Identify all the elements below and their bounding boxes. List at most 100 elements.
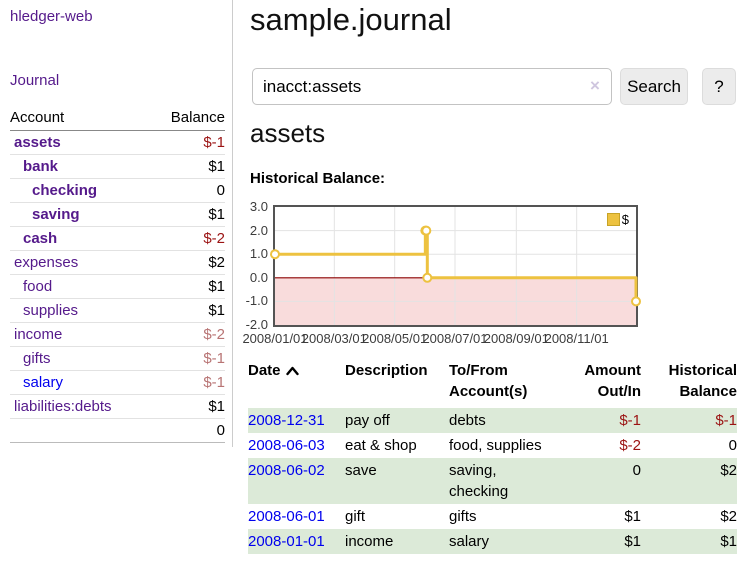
account-balance: $1 [150,274,225,299]
x-axis-tick-label: 2008/07/01 [422,331,488,346]
transaction-date-link[interactable]: 2008-01-01 [248,533,325,550]
account-balance: $-1 [150,370,225,395]
x-axis-tick-label: 2008/01/01 [242,331,308,346]
y-axis-tick-label: -2.0 [245,317,268,332]
search-button[interactable]: Search [620,68,688,105]
accounts-header-balance: Balance [150,106,225,131]
transaction-row: 2008-06-02 save saving, checking 0 $2 [248,458,737,504]
account-row: food $1 [10,274,225,299]
x-axis-tick-label: 2008/11/01 [544,331,609,346]
transaction-accounts: salary [449,533,490,550]
account-row: saving $1 [10,202,225,227]
register-header-amount: Amount Out/In [584,362,641,400]
clear-search-icon[interactable]: × [590,76,600,95]
account-balance: $-1 [150,130,225,155]
transaction-accounts: debts [449,412,486,429]
account-link-checking[interactable]: checking [32,181,98,199]
account-row: supplies $1 [10,298,225,323]
search-input[interactable] [252,68,612,105]
account-link-bank[interactable]: bank [23,157,59,175]
transaction-accounts: saving, checking [449,462,509,500]
y-axis-tick-label: -1.0 [245,293,268,309]
date-header-label: Date [248,362,281,379]
account-row: assets $-1 [10,130,225,155]
transaction-row: 2008-01-01 income salary $1 $1 [248,529,737,554]
transaction-description: pay off [345,412,390,429]
account-heading: assets [250,118,326,148]
x-axis-tick-label: 2008/09/01 [483,331,549,346]
chart-plot-area: $ [270,205,641,327]
transaction-balance: $1 [720,533,737,550]
account-link-liabilities-debts[interactable]: liabilities:debts [14,397,112,415]
account-balance: $1 [150,154,225,179]
transaction-date-link[interactable]: 2008-06-02 [248,462,325,479]
account-link-cash[interactable]: cash [23,229,58,247]
transaction-row: 2008-12-31 pay off debts $-1 $-1 [248,408,737,433]
account-row: income $-2 [10,322,225,347]
register-table: Date Description To/From Account(s) Amou… [248,360,737,554]
legend-label: $ [621,212,629,227]
transaction-date-link[interactable]: 2008-12-31 [248,412,325,429]
chart-legend: $ [604,211,631,228]
transaction-balance: $-1 [715,412,737,429]
transaction-accounts: gifts [449,508,477,525]
register-header-description: Description [345,362,428,379]
x-axis-tick-label: 2008/05/01 [362,331,428,346]
accounts-total-row: 0 [10,417,225,443]
transaction-row: 2008-06-01 gift gifts $1 $2 [248,504,737,529]
transaction-amount: $-1 [619,412,641,429]
transaction-description: eat & shop [345,437,417,454]
transaction-balance: 0 [728,437,737,454]
sidebar-item-journal[interactable]: Journal [10,72,60,89]
transaction-amount: $1 [624,533,641,550]
account-balance: $1 [150,202,225,227]
app-brand-link[interactable]: hledger-web [10,8,93,25]
register-header-date[interactable]: Date [248,360,345,408]
transaction-description: save [345,462,377,479]
chart-title: Historical Balance: [250,170,386,187]
account-link-salary[interactable]: salary [23,373,64,391]
account-row: gifts $-1 [10,346,225,371]
account-balance: $1 [150,394,225,419]
transaction-balance: $2 [720,462,737,479]
transaction-amount: $1 [624,508,641,525]
transaction-date-link[interactable]: 2008-06-01 [248,508,325,525]
main-content: sample.journal × Search ? assets Histori… [234,0,742,582]
account-link-gifts[interactable]: gifts [23,349,51,367]
account-row: expenses $2 [10,250,225,275]
transaction-date-link[interactable]: 2008-06-03 [248,437,325,454]
accounts-total-value: 0 [150,417,225,443]
account-link-assets[interactable]: assets [14,133,61,151]
historical-balance-chart: $ 3.0 2.0 1.0 0.0 -1.0 -2.0 2008/01/01 2008/03/… [234,198,742,348]
account-row: checking 0 [10,178,225,203]
sort-ascending-icon [285,361,299,382]
account-row: cash $-2 [10,226,225,251]
page-title: sample.journal [250,2,452,37]
account-link-expenses[interactable]: expenses [14,253,79,271]
transaction-amount: 0 [632,462,641,479]
account-link-food[interactable]: food [23,277,53,295]
sidebar: hledger-web Journal Account Balance asse… [0,0,233,447]
account-balance: $-1 [150,346,225,371]
register-header-accounts: To/From Account(s) [449,362,528,400]
account-link-supplies[interactable]: supplies [23,301,79,319]
account-balance: $2 [150,250,225,275]
x-axis-tick-label: 2008/03/01 [301,331,367,346]
account-balance: $-2 [150,322,225,347]
account-row: salary $-1 [10,370,225,395]
account-balance: $-2 [150,226,225,251]
transaction-row: 2008-06-03 eat & shop food, supplies $-2… [248,433,737,458]
transaction-description: gift [345,508,366,525]
register-header-balance: Historical Balance [668,362,737,400]
transaction-description: income [345,533,394,550]
transaction-amount: $-2 [619,437,641,454]
legend-swatch-icon [606,213,620,226]
account-link-saving[interactable]: saving [32,205,80,223]
help-button[interactable]: ? [702,68,736,105]
y-axis-tick-label: 0.0 [249,269,268,285]
transaction-accounts: food, supplies [449,437,542,454]
search-form: × Search ? [234,68,742,106]
accounts-header-account: Account [10,106,151,131]
account-balance: $1 [150,298,225,323]
account-link-income[interactable]: income [14,325,63,343]
